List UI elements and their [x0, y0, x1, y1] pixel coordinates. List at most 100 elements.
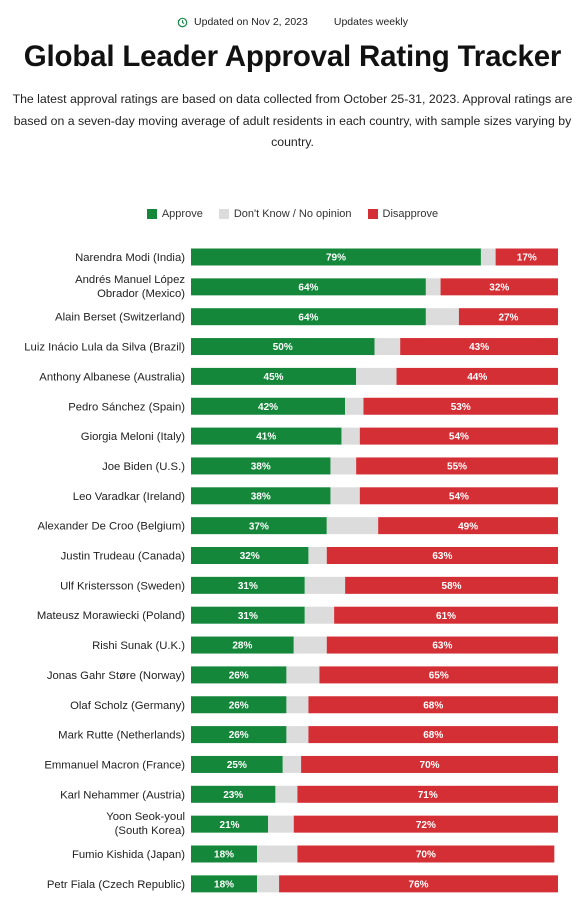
bar-row: Olaf Scholz (Germany) 26% 68%	[70, 696, 558, 714]
data-label-disapprove: 54%	[449, 491, 469, 502]
data-label-approve: 64%	[298, 312, 318, 323]
bar-segment-dont-know	[286, 726, 309, 744]
data-label-approve: 23%	[223, 790, 243, 801]
category-label: Ulf Kristersson (Sweden)	[60, 580, 185, 592]
data-label-approve: 32%	[240, 551, 260, 562]
data-label-disapprove: 70%	[416, 850, 436, 861]
bar-row: Pedro Sánchez (Spain) 42% 53%	[68, 397, 558, 415]
bar-segment-disapprove	[319, 666, 558, 684]
bar-segment-disapprove	[308, 726, 558, 744]
bar-segment-approve	[191, 726, 287, 744]
bar-segment-approve	[191, 338, 375, 356]
bar-segment-dont-know	[304, 576, 346, 594]
bar-segment-approve	[191, 397, 346, 415]
bar-row: Karl Nehammer (Austria) 23% 71%	[60, 785, 558, 803]
bar-segment-disapprove	[326, 547, 558, 564]
data-label-disapprove: 54%	[449, 432, 469, 443]
category-label: Luiz Inácio Lula da Silva (Brazil)	[24, 342, 185, 354]
bar-segment-approve	[191, 248, 481, 266]
category-label: Andrés Manuel López Obrador (Mexico)	[75, 274, 185, 300]
data-label-disapprove: 71%	[418, 790, 438, 801]
bar-segment-dont-know	[330, 457, 357, 475]
bar-segment-approve	[191, 845, 258, 863]
bar-segment-disapprove	[308, 696, 558, 714]
bar-row: Petr Fiala (Czech Republic) 18% 76%	[47, 875, 558, 893]
bar-segment-approve	[191, 308, 426, 326]
bar-row: Andrés Manuel López Obrador (Mexico) 64% 32…	[75, 274, 558, 300]
bar-segment-disapprove	[458, 308, 558, 326]
legend-item-approve: Approve	[146, 208, 203, 220]
data-label-approve: 28%	[232, 641, 252, 652]
bar-segment-disapprove	[495, 248, 558, 266]
bar-row: Alexander De Croo (Belgium) 37% 49%	[37, 517, 558, 535]
data-label-approve: 26%	[229, 700, 249, 711]
bar-segment-dont-know	[345, 397, 364, 415]
data-label-approve: 64%	[298, 282, 318, 293]
data-label-approve: 26%	[229, 671, 249, 682]
bar-row: Jonas Gahr Støre (Norway) 26% 65%	[47, 666, 558, 684]
bar-segment-dont-know	[293, 636, 327, 654]
data-label-disapprove: 58%	[442, 581, 462, 592]
category-label: Leo Varadkar (Ireland)	[73, 491, 185, 503]
category-label: Narendra Modi (India)	[75, 252, 185, 264]
bar-segment-dont-know	[425, 278, 441, 296]
chart-description: The latest approval ratings are based on…	[12, 92, 573, 149]
chart-legend: Approve Don't Know / No opinion Disappro…	[0, 206, 585, 222]
legend-label-dont-know: Don't Know / No opinion	[233, 208, 352, 220]
legend-swatch-approve	[146, 209, 157, 219]
bar-segment-disapprove	[297, 845, 555, 863]
data-label-approve: 31%	[238, 581, 258, 592]
data-label-approve: 21%	[220, 820, 240, 831]
bar-row: Joe Biden (U.S.) 38% 55%	[102, 457, 558, 475]
category-label: Petr Fiala (Czech Republic)	[47, 879, 185, 891]
bar-segment-dont-know	[374, 338, 401, 356]
bar-segment-dont-know	[341, 427, 360, 445]
data-label-approve: 31%	[238, 611, 258, 622]
bar-segment-disapprove	[326, 636, 558, 654]
category-label: Mateusz Morawiecki (Poland)	[37, 610, 185, 622]
data-label-approve: 26%	[229, 730, 249, 741]
bar-row: Fumio Kishida (Japan) 18% 70%	[72, 845, 555, 863]
data-label-disapprove: 72%	[416, 820, 436, 831]
bar-segment-dont-know	[282, 755, 302, 773]
category-label: Justin Trudeau (Canada)	[61, 551, 186, 563]
legend-label-disapprove: Disapprove	[382, 208, 439, 220]
legend-item-dont-know: Don't Know / No opinion	[218, 208, 352, 220]
bar-segment-approve	[191, 487, 331, 505]
data-label-disapprove: 17%	[517, 253, 537, 264]
bar-row: Ulf Kristersson (Sweden) 31% 58%	[60, 576, 558, 594]
category-label: Yoon Seok-youl (South Korea)	[106, 811, 185, 837]
bar-segment-approve	[191, 666, 287, 684]
bar-segment-dont-know	[330, 487, 360, 505]
category-label: Alexander De Croo (Belgium)	[37, 521, 185, 533]
data-label-approve: 79%	[326, 253, 346, 264]
bar-segment-approve	[191, 367, 357, 385]
bar-segment-approve	[191, 875, 258, 893]
data-label-approve: 38%	[251, 491, 271, 502]
bar-segment-disapprove	[363, 397, 558, 415]
bar-segment-disapprove	[334, 606, 558, 624]
legend-swatch-disapprove	[367, 209, 378, 219]
category-label: Rishi Sunak (U.K.)	[92, 640, 185, 652]
bar-segment-dont-know	[268, 815, 294, 833]
bar-segment-disapprove	[293, 815, 558, 833]
bar-segment-disapprove	[396, 367, 558, 385]
bar-segment-disapprove	[345, 576, 558, 594]
bar-row: Leo Varadkar (Ireland) 38% 54%	[73, 487, 558, 505]
data-label-approve: 18%	[214, 879, 234, 890]
bar-segment-dont-know	[304, 606, 335, 624]
page-title: Global Leader Approval Rating Tracker	[23, 40, 562, 73]
bar-segment-disapprove	[378, 517, 558, 535]
data-label-disapprove: 49%	[458, 521, 478, 532]
bar-row: Giorgia Meloni (Italy) 41% 54%	[81, 427, 558, 445]
bar-row: Luiz Inácio Lula da Silva (Brazil) 50% 43%	[24, 338, 558, 356]
bar-segment-dont-know	[356, 367, 397, 385]
category-label: Jonas Gahr Støre (Norway)	[47, 670, 185, 682]
data-label-disapprove: 65%	[429, 671, 449, 682]
bar-segment-disapprove	[301, 755, 558, 773]
data-label-disapprove: 27%	[498, 312, 518, 323]
bar-segment-approve	[191, 576, 305, 594]
data-label-approve: 18%	[214, 850, 234, 861]
bar-row: Yoon Seok-youl (South Korea) 21% 72%	[106, 811, 558, 837]
